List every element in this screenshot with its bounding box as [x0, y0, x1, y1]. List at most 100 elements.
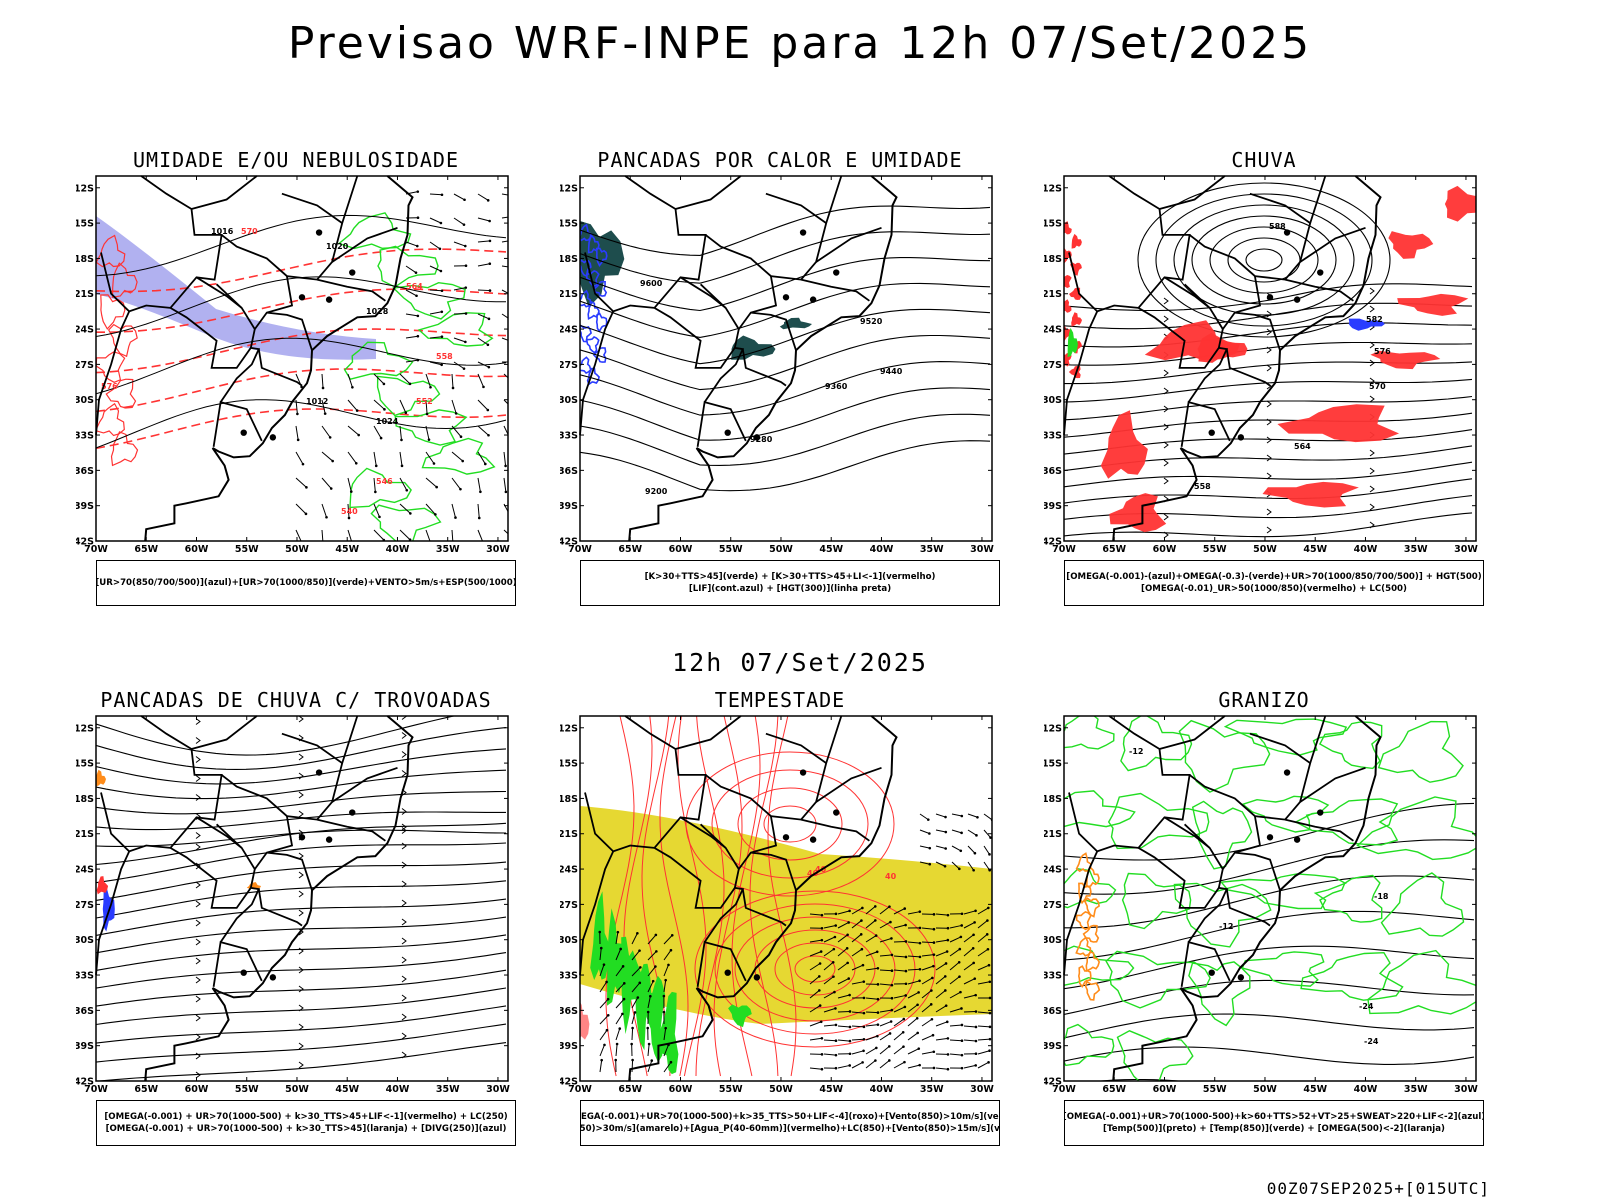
lat-tick-label: 36S	[1044, 466, 1062, 477]
contour-label: -18	[1374, 892, 1389, 901]
legend-line-2: [OMEGA(-0.01)_UR>50(1000/850)(vermelho) …	[1141, 584, 1407, 594]
contour-label: 540	[341, 507, 358, 516]
lat-tick-label: 39S	[1044, 501, 1062, 512]
contour-label: -12	[1129, 747, 1143, 756]
lat-tick-label: 12S	[1044, 723, 1062, 734]
contour-label: 9280	[750, 435, 773, 444]
lat-tick-label: 27S	[560, 360, 578, 371]
lat-tick-label: 30S	[76, 935, 94, 946]
panel-title: TEMPESTADE	[714, 688, 846, 712]
lat-tick-label: 12S	[1044, 183, 1062, 194]
lat-tick-label: 15S	[76, 219, 94, 230]
lat-tick-label: 36S	[1044, 1006, 1062, 1017]
map-base	[579, 175, 898, 542]
lon-tick-label: 40W	[1354, 544, 1378, 555]
lat-tick-label: 30S	[1044, 935, 1062, 946]
legend-line-2: [Temp(500)](preto) + [Temp(850)](verde) …	[1103, 1124, 1445, 1134]
map-frame	[95, 175, 509, 542]
lon-tick-label: 60W	[185, 1084, 209, 1095]
map-frame	[95, 715, 509, 1082]
lon-tick-label: 45W	[335, 544, 359, 555]
contour-label: 40	[885, 872, 897, 881]
lat-tick-label: 24S	[1044, 325, 1062, 336]
lon-tick-label: 40W	[870, 1084, 894, 1095]
lat-tick-label: 21S	[560, 289, 578, 300]
legend-line-1: [OMEGA(-0.001) + UR>70(1000-500) + k>30_…	[104, 1112, 508, 1122]
lon-tick-label: 40W	[870, 544, 894, 555]
lon-tick-label: 70W	[84, 1084, 108, 1095]
map-base	[1063, 715, 1382, 1082]
map-umidade: 1016 1020 1024 1028 1012 576 570 564 558 552 546 54…	[76, 175, 510, 555]
lon-tick-label: 60W	[669, 1084, 693, 1095]
lon-tick-label: 65W	[618, 544, 642, 555]
panel-legend: [OMEGA(-0.001)-(azul)+OMEGA(-0.3)-(verde…	[1064, 560, 1484, 606]
lat-tick-label: 42S	[76, 1077, 94, 1088]
lon-tick-label: 50W	[1253, 544, 1277, 555]
lon-tick-label: 35W	[1404, 544, 1428, 555]
lat-tick-label: 24S	[560, 325, 578, 336]
lat-tick-label: 30S	[76, 395, 94, 406]
contour-label: 576	[101, 382, 118, 391]
lon-tick-label: 65W	[134, 1084, 158, 1095]
lon-tick-label: 70W	[1052, 1084, 1076, 1095]
lon-tick-label: 70W	[1052, 544, 1076, 555]
contour-label: 576	[1374, 347, 1391, 356]
lon-tick-label: 35W	[920, 1084, 944, 1095]
lat-tick-label: 15S	[560, 219, 578, 230]
legend-line-1: [K>30+TTS>45](verde) + [K>30+TTS>45+LI<-…	[644, 572, 936, 582]
panel-title: UMIDADE E/OU NEBULOSIDADE	[132, 148, 460, 172]
lon-tick-label: 30W	[1454, 1084, 1478, 1095]
lon-tick-label: 30W	[970, 1084, 994, 1095]
lon-tick-label: 45W	[1303, 1084, 1327, 1095]
lat-tick-label: 42S	[560, 1077, 578, 1088]
lat-tick-label: 12S	[560, 183, 578, 194]
legend-line-2: [CJ(250)>30m/s](amarelo)+[Agua_P(40-60mm…	[580, 1124, 1000, 1134]
lon-tick-label: 70W	[84, 544, 108, 555]
contour-label: 564	[406, 282, 423, 291]
lon-tick-label: 40W	[386, 544, 410, 555]
map-pancadas-calor: 9600 9520 9440 9360 9280 9200 12S 15S 18S 21S 24S 2…	[560, 175, 994, 555]
lon-tick-label: 60W	[669, 544, 693, 555]
lat-tick-label: 15S	[560, 759, 578, 770]
lon-tick-label: 65W	[1102, 544, 1126, 555]
lon-tick-label: 70W	[568, 1084, 592, 1095]
lat-tick-label: 30S	[560, 935, 578, 946]
contour-label: 9360	[825, 382, 848, 391]
lat-tick-label: 30S	[1044, 395, 1062, 406]
lon-tick-label: 55W	[719, 1084, 743, 1095]
lat-tick-label: 39S	[560, 501, 578, 512]
panel-legend: [OMEGA(-0.001) + UR>70(1000-500) + k>30_…	[96, 1100, 516, 1146]
panel-trovoadas: PANCADAS DE CHUVA C/ TROVOADAS 12S 15S 18S…	[76, 688, 516, 1188]
contour-label: 558	[436, 352, 453, 361]
contour-label: 546	[376, 477, 393, 486]
legend-line-1: [UR>70(850/700/500)](azul)+[UR>70(1000/8…	[96, 578, 516, 588]
panel-legend: [K>30+TTS>45](verde) + [K>30+TTS>45+LI<-…	[580, 560, 1000, 606]
page-title: Previsao WRF-INPE para 12h 07/Set/2025	[287, 18, 1313, 69]
lat-tick-label: 18S	[1044, 254, 1062, 265]
map-base	[579, 715, 898, 1082]
contour-label: -12	[1219, 922, 1233, 931]
lat-tick-label: 33S	[560, 431, 578, 442]
lat-tick-label: 36S	[560, 466, 578, 477]
lat-tick-label: 27S	[1044, 360, 1062, 371]
contour-label: 582	[1366, 315, 1383, 324]
contour-label: 1024	[376, 417, 399, 426]
legend-line-2: [LIF](cont.azul) + [HGT(300)](linha pret…	[688, 584, 892, 594]
lat-tick-label: 18S	[76, 254, 94, 265]
lon-tick-label: 35W	[436, 544, 460, 555]
lat-tick-label: 42S	[76, 537, 94, 548]
lat-tick-label: 33S	[1044, 431, 1062, 442]
lon-tick-label: 65W	[134, 544, 158, 555]
lon-tick-label: 40W	[386, 1084, 410, 1095]
contour-label: -24	[1359, 1002, 1374, 1011]
lon-tick-label: 55W	[1203, 544, 1227, 555]
lat-tick-label: 15S	[1044, 219, 1062, 230]
lat-tick-label: 30S	[560, 395, 578, 406]
contour-label: 1020	[326, 242, 349, 251]
contour-label: 564	[1294, 442, 1311, 451]
lat-tick-label: 18S	[560, 254, 578, 265]
lon-tick-label: 55W	[235, 544, 259, 555]
lon-tick-label: 65W	[1102, 1084, 1126, 1095]
panel-pancadas-calor: PANCADAS POR CALOR E UMIDADE 9600 9520 944…	[560, 148, 1000, 648]
lon-tick-label: 30W	[1454, 544, 1478, 555]
